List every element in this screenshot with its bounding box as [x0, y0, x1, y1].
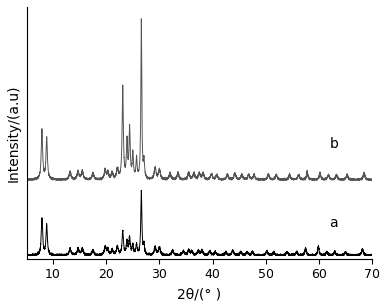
- Text: a: a: [329, 216, 338, 230]
- Text: b: b: [329, 137, 338, 151]
- X-axis label: 2θ/(° ): 2θ/(° ): [177, 287, 221, 301]
- Y-axis label: Intensity/(a.u): Intensity/(a.u): [7, 84, 21, 182]
